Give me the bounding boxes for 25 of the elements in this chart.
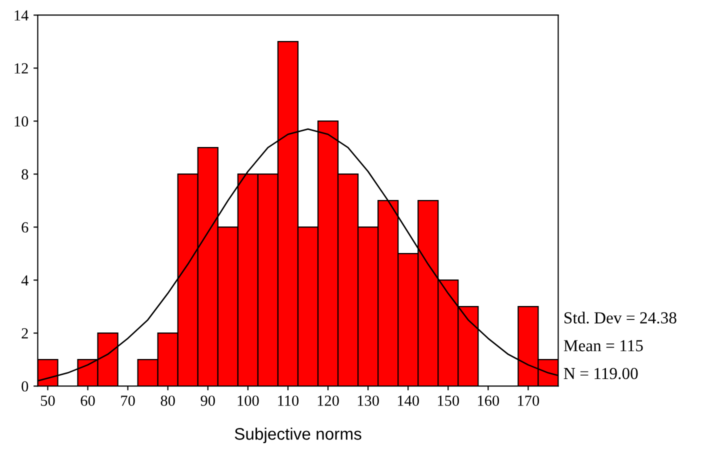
x-tick-label: 140 xyxy=(398,396,419,406)
x-tick-label: 110 xyxy=(278,396,299,406)
x-tick-label: 120 xyxy=(318,396,339,406)
y-tick-label: 2 xyxy=(22,328,28,338)
x-tick-label: 160 xyxy=(478,396,500,406)
y-tick-label: 14 xyxy=(14,10,28,20)
x-tick-label: 70 xyxy=(121,396,135,406)
x-tick-label: 150 xyxy=(438,396,459,406)
y-tick-label: 12 xyxy=(14,63,28,74)
x-tick-label: 90 xyxy=(200,396,215,406)
x-tick-label: 170 xyxy=(518,396,540,406)
y-tick-label: 4 xyxy=(21,275,28,286)
text: Mean = 115 xyxy=(564,340,643,352)
y-tick-label: 8 xyxy=(22,169,28,180)
x-tick-label: 130 xyxy=(358,396,379,406)
x-tick-label: 60 xyxy=(80,396,95,406)
x-axis-title: Subjective norms xyxy=(234,428,362,444)
text: Std. Dev = 24.38 xyxy=(564,312,676,324)
y-tick-label: 0 xyxy=(22,381,28,392)
x-tick-label: 100 xyxy=(238,396,259,406)
x-tick-label: 80 xyxy=(160,396,175,406)
y-tick-label: 10 xyxy=(14,116,28,127)
x-tick-label: 50 xyxy=(40,396,55,406)
y-tick-label: 6 xyxy=(22,222,28,233)
text: N = 119.00 xyxy=(564,368,638,380)
